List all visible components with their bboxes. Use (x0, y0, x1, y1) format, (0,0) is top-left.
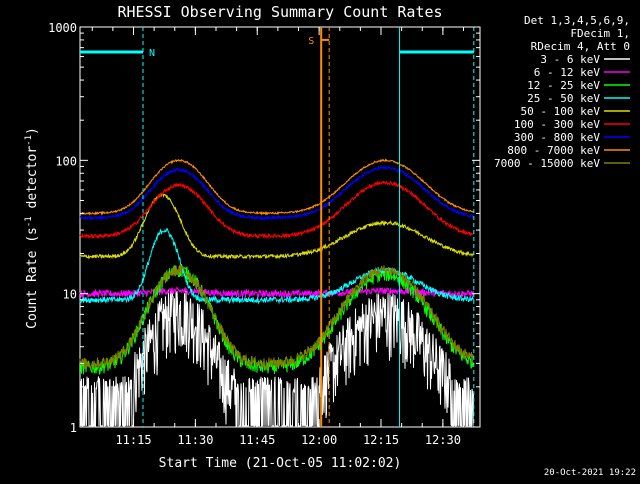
plot-frame (79, 26, 481, 428)
x-tick-label: 12:15 (363, 433, 399, 447)
y-tick-label: 100 (55, 154, 77, 168)
legend-entry-label: 7000 - 15000 keV (494, 157, 600, 170)
series-line-0 (79, 287, 474, 427)
legend-entry-label: 100 - 300 keV (514, 118, 600, 131)
night-marker-label: N (149, 48, 155, 59)
legend-entry-label: 12 - 25 keV (527, 79, 600, 92)
x-tick-label: 11:30 (177, 433, 213, 447)
x-tick-label: 11:15 (115, 433, 151, 447)
series-line-8 (79, 264, 474, 370)
x-axis-label: Start Time (21-Oct-05 11:02:02) (159, 456, 402, 471)
x-tick-label: 11:45 (239, 433, 275, 447)
chart-title: RHESSI Observing Summary Count Rates (117, 3, 442, 21)
plot-area: N S 11:15 11:30 11:45 12:00 12:15 12:30 1 10 100 10… (48, 21, 481, 447)
y-tick-label: 10 (63, 288, 77, 302)
legend-entry-label: 3 - 6 keV (540, 53, 600, 66)
legend-header-line: Det 1,3,4,5,6,9, (524, 14, 630, 27)
legend-entry-label: 50 - 100 keV (521, 105, 601, 118)
x-tick-label: 12:30 (425, 433, 461, 447)
y-tick-label: 1 (70, 421, 77, 435)
series-line-6 (79, 165, 474, 221)
y-tick-label: 1000 (48, 21, 77, 35)
legend-entry-label: 6 - 12 keV (534, 66, 601, 79)
y-axis-label: Count Rate (s-1 detector-1) (24, 127, 40, 329)
series-line-3 (79, 227, 474, 305)
series-line-7 (79, 157, 474, 216)
render-timestamp: 20-Oct-2021 19:22 (544, 468, 636, 478)
series-line-5 (79, 180, 474, 240)
legend-header-line: RDecim 4, Att 0 (531, 40, 630, 53)
saa-marker-label: S (308, 36, 314, 47)
legend-entry-label: 800 - 7000 keV (507, 144, 600, 157)
legend-header-line: FDecim 1, (570, 27, 630, 40)
legend-entry-label: 25 - 50 keV (527, 92, 600, 105)
x-tick-label: 12:00 (301, 433, 337, 447)
legend-entry-label: 300 - 800 keV (514, 131, 600, 144)
series-line-4 (79, 192, 474, 261)
legend: Det 1,3,4,5,6,9,FDecim 1,RDecim 4, Att 0… (494, 14, 630, 170)
